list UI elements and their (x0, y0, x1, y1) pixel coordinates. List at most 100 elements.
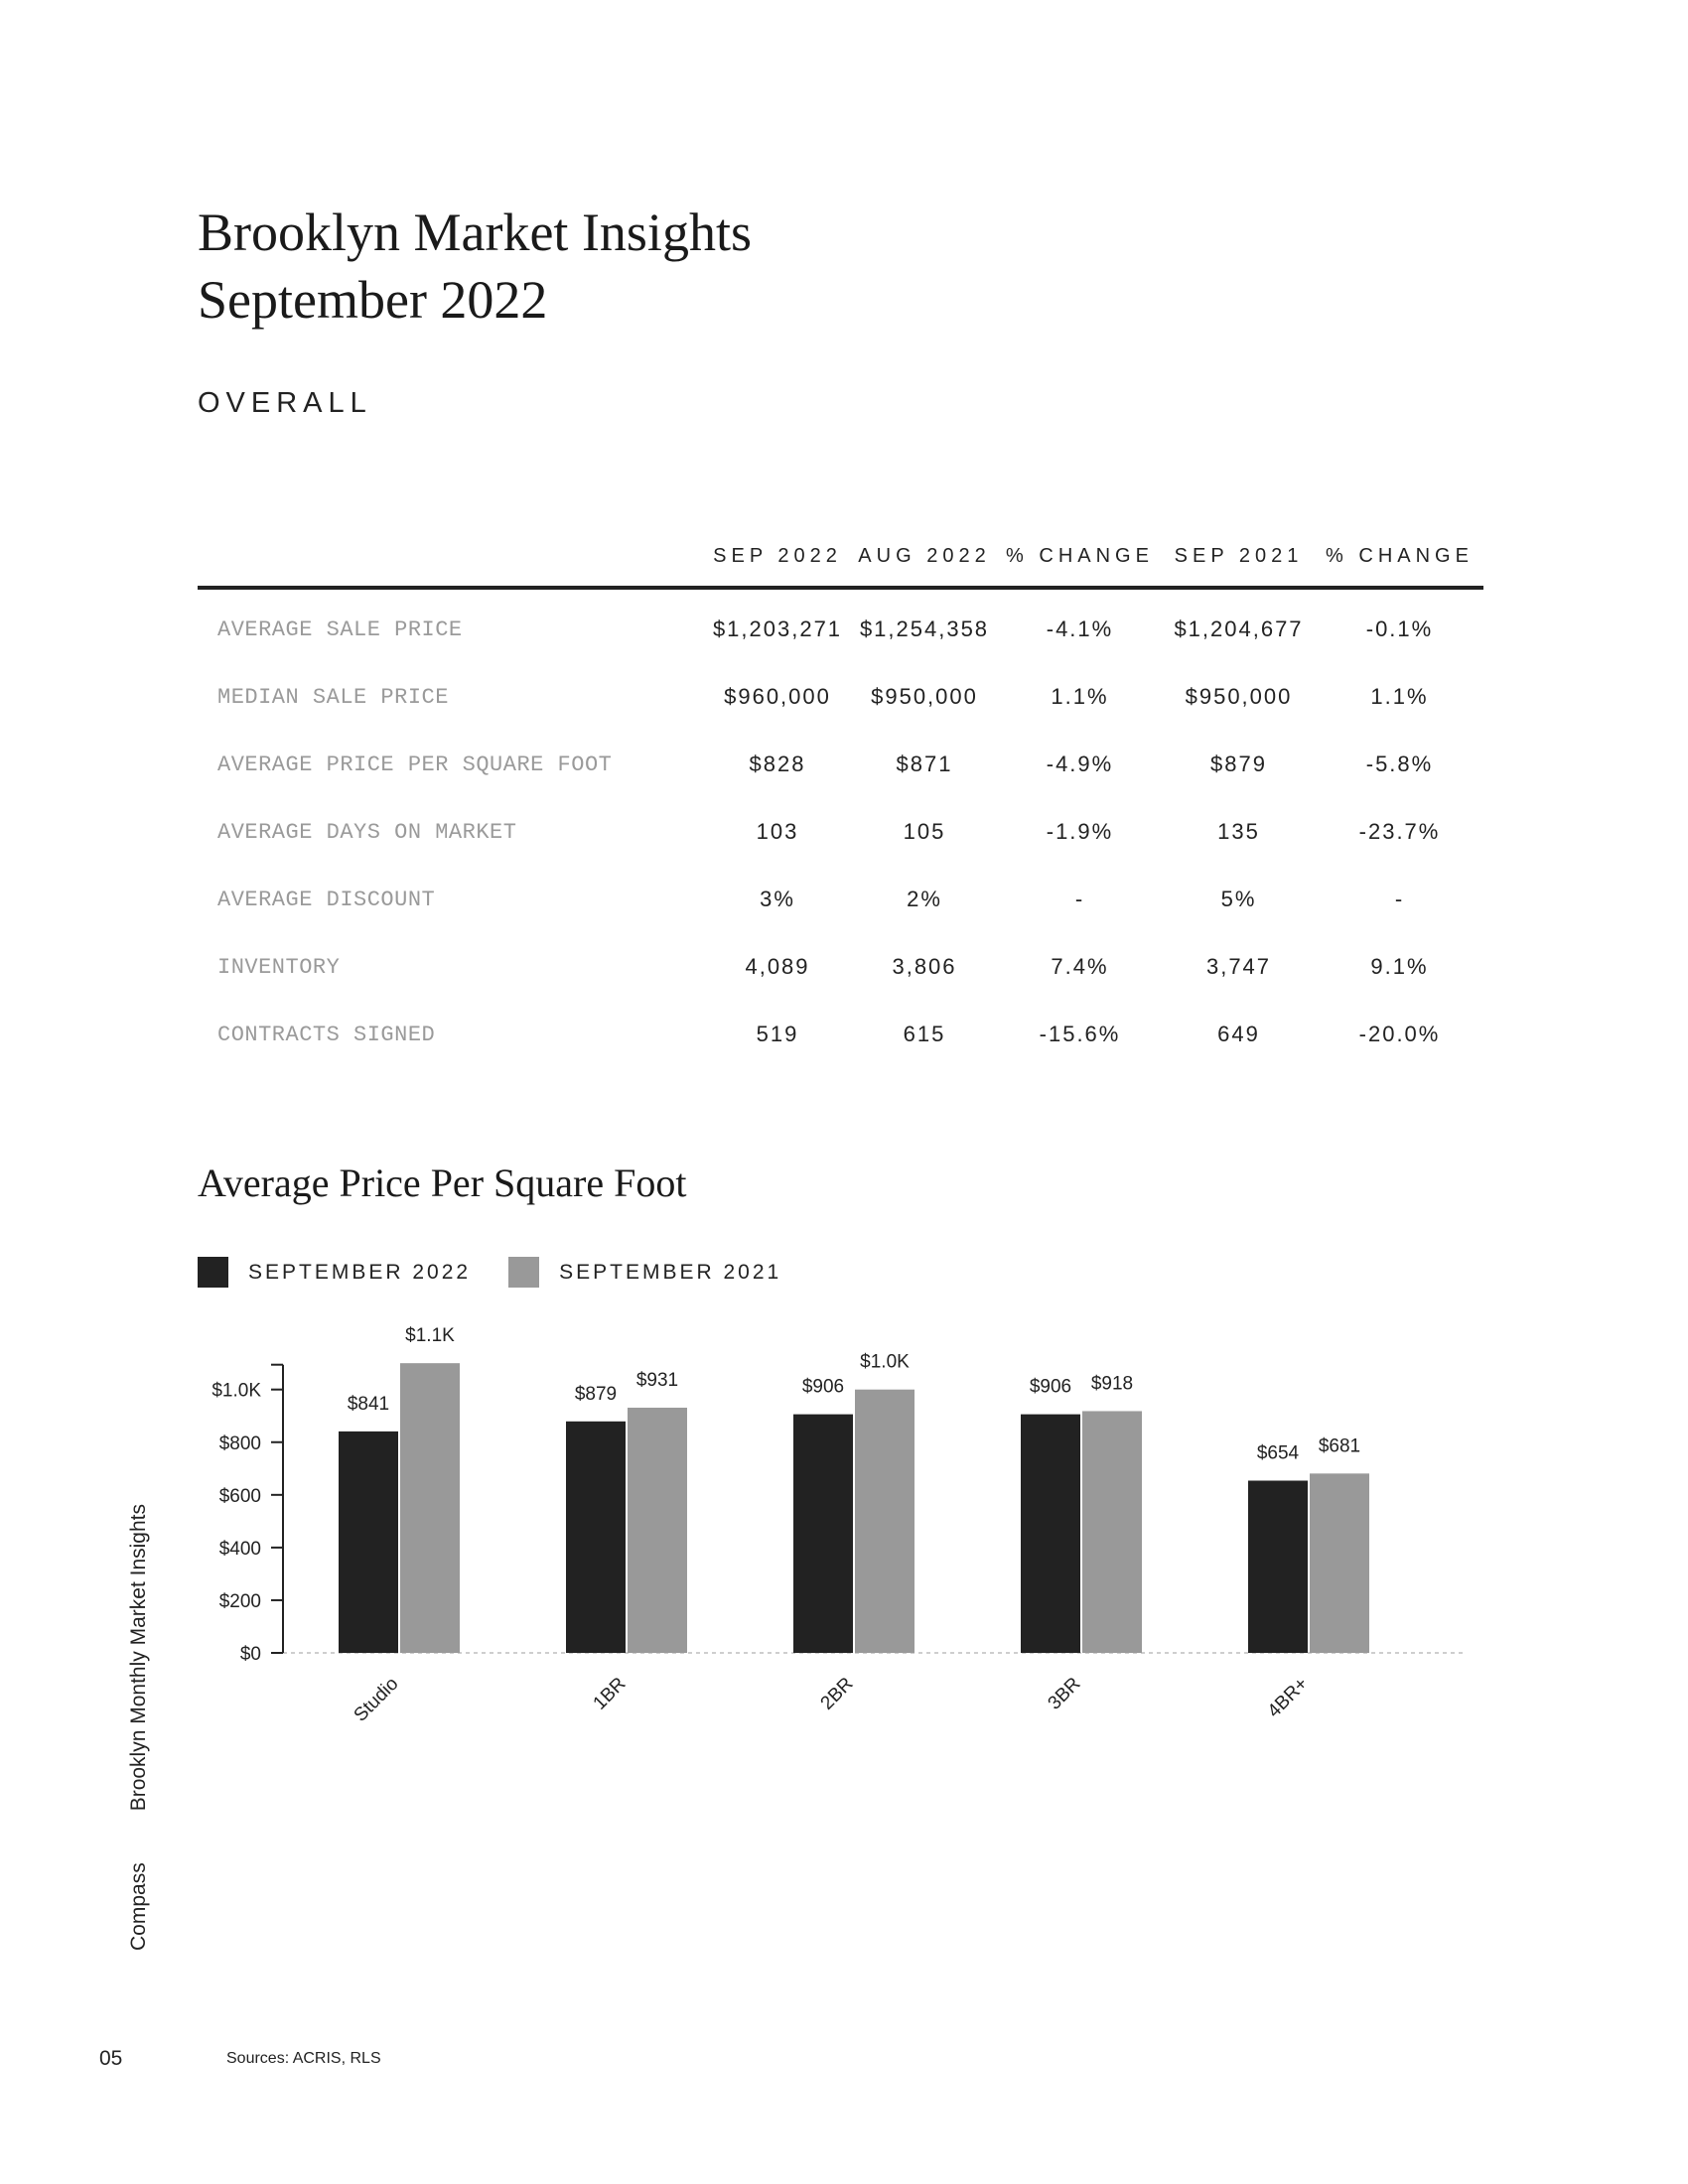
table-cell: 1.1% (1370, 684, 1429, 709)
bar-value-label: $906 (1030, 1377, 1071, 1398)
table-cell: 3% (760, 887, 795, 911)
page-number: 05 (99, 2047, 123, 2070)
y-tick-label: $600 (219, 1486, 261, 1507)
brand-name: Compass (127, 1862, 150, 1951)
table-cell: $879 (1210, 751, 1267, 776)
legend-label: SEPTEMBER 2021 (559, 1260, 782, 1284)
bar-value-label: $654 (1257, 1442, 1300, 1463)
bar (628, 1408, 687, 1653)
table-cell: $950,000 (1185, 684, 1293, 709)
table-cell: 1.1% (1051, 684, 1109, 709)
legend-item-sep-2021: SEPTEMBER 2021 (508, 1257, 781, 1288)
bar-value-label: $879 (575, 1384, 617, 1405)
bar-value-label: $841 (348, 1394, 389, 1415)
bar (1082, 1411, 1142, 1653)
table-cell: 9.1% (1370, 954, 1429, 979)
metric-label: AVERAGE DAYS ON MARKET (217, 819, 517, 845)
title-line-1: Brooklyn Market Insights (198, 203, 752, 262)
legend-swatch-dark (198, 1257, 228, 1288)
table-row: AVERAGE DAYS ON MARKET 103 105 -1.9% 135… (198, 798, 1483, 866)
table-cell: 5% (1220, 887, 1257, 911)
table-cell: $1,254,358 (859, 616, 990, 641)
page-title: Brooklyn Market Insights September 2022 (198, 199, 752, 334)
x-category-label: 4BR+ (1264, 1674, 1313, 1722)
table-cell: 4,089 (745, 954, 810, 979)
table-cell: -20.0% (1358, 1022, 1441, 1046)
y-tick-label: $400 (219, 1539, 261, 1560)
bar (400, 1363, 460, 1653)
section-label: OVERALL (198, 387, 372, 419)
table-cell: -5.8% (1365, 751, 1434, 776)
table-cell: $871 (896, 751, 953, 776)
y-tick-label: $200 (219, 1591, 261, 1612)
y-tick-label: $1.0K (211, 1381, 261, 1402)
table-cell: -4.9% (1046, 751, 1114, 776)
y-tick-label: $0 (240, 1644, 261, 1665)
bar-value-label: $931 (636, 1370, 678, 1391)
bar (793, 1414, 853, 1653)
market-table: SEP 2022 AUG 2022 % CHANGE SEP 2021 % CH… (198, 526, 1483, 1068)
table-row: MEDIAN SALE PRICE $960,000 $950,000 1.1%… (198, 663, 1483, 731)
table-cell: 615 (903, 1022, 946, 1046)
table-cell: $1,204,677 (1174, 616, 1304, 641)
table-row: AVERAGE DISCOUNT 3% 2% - 5% - (198, 866, 1483, 933)
table-cell: 519 (756, 1022, 799, 1046)
table-cell: -15.6% (1039, 1022, 1121, 1046)
table-cell: 3,747 (1205, 954, 1272, 979)
metric-label: INVENTORY (217, 954, 341, 980)
column-header-sep-2022: SEP 2022 (704, 526, 851, 590)
bar (566, 1421, 626, 1653)
table-cell: -23.7% (1358, 819, 1441, 844)
table-cell: 135 (1217, 819, 1260, 844)
column-header-sep-2021: SEP 2021 (1162, 526, 1316, 590)
sources-note: Sources: ACRIS, RLS (226, 2050, 381, 2067)
bar-value-label: $906 (802, 1377, 844, 1398)
table-cell: 649 (1217, 1022, 1260, 1046)
bar (339, 1431, 398, 1653)
table-row: AVERAGE PRICE PER SQUARE FOOT $828 $871 … (198, 731, 1483, 798)
legend-label: SEPTEMBER 2022 (248, 1260, 472, 1284)
x-category-label: 3BR (1045, 1674, 1085, 1714)
chart-title: Average Price Per Square Foot (198, 1160, 687, 1205)
bar (1310, 1473, 1369, 1653)
table-cell: 2% (907, 887, 942, 911)
table-cell: $1,203,271 (712, 616, 843, 641)
price-per-sqft-chart: $0 $200 $400 $600 $800 $1.0K $841 $1.1K Studio $8… (211, 1325, 1465, 1726)
publication-name: Brooklyn Monthly Market Insights (127, 1504, 150, 1812)
column-header-metric (198, 526, 704, 590)
bar (1021, 1414, 1080, 1653)
table-row: AVERAGE SALE PRICE $1,203,271 $1,254,358… (198, 588, 1483, 663)
chart-legend: SEPTEMBER 2022 SEPTEMBER 2021 (198, 1257, 819, 1288)
table-row: CONTRACTS SIGNED 519 615 -15.6% 649 -20.… (198, 1001, 1483, 1068)
table-header-row: SEP 2022 AUG 2022 % CHANGE SEP 2021 % CH… (198, 526, 1483, 590)
column-header-aug-2022: AUG 2022 (851, 526, 998, 590)
table-cell: - (1394, 887, 1405, 911)
bar-value-label: $1.0K (860, 1352, 910, 1373)
bar-value-label: $681 (1319, 1435, 1360, 1456)
table-cell: 3,806 (892, 954, 957, 979)
table-cell: 103 (756, 819, 799, 844)
table-row: INVENTORY 4,089 3,806 7.4% 3,747 9.1% (198, 933, 1483, 1001)
legend-item-sep-2022: SEPTEMBER 2022 (198, 1257, 471, 1288)
table-cell: $960,000 (724, 684, 831, 709)
y-tick-label: $800 (219, 1433, 261, 1454)
metric-label: MEDIAN SALE PRICE (217, 684, 449, 710)
x-category-label: Studio (351, 1674, 403, 1726)
x-category-label: 1BR (590, 1674, 631, 1714)
title-line-2: September 2022 (198, 270, 548, 330)
table-cell: -1.9% (1046, 819, 1114, 844)
side-running-title: Compass Brooklyn Monthly Market Insights (127, 1504, 151, 1951)
table-cell: 7.4% (1051, 954, 1109, 979)
column-header-pct-change-year: % CHANGE (1316, 526, 1483, 590)
table-cell: $950,000 (871, 684, 978, 709)
column-header-pct-change-month: % CHANGE (998, 526, 1162, 590)
legend-swatch-gray (508, 1257, 540, 1288)
bar (855, 1389, 914, 1653)
bar (1248, 1480, 1308, 1653)
metric-label: AVERAGE SALE PRICE (217, 616, 463, 642)
metric-label: CONTRACTS SIGNED (217, 1022, 436, 1047)
table-cell: $828 (749, 751, 806, 776)
table-cell: 105 (903, 819, 946, 844)
table-cell: - (1074, 887, 1085, 911)
metric-label: AVERAGE PRICE PER SQUARE FOOT (217, 751, 613, 777)
